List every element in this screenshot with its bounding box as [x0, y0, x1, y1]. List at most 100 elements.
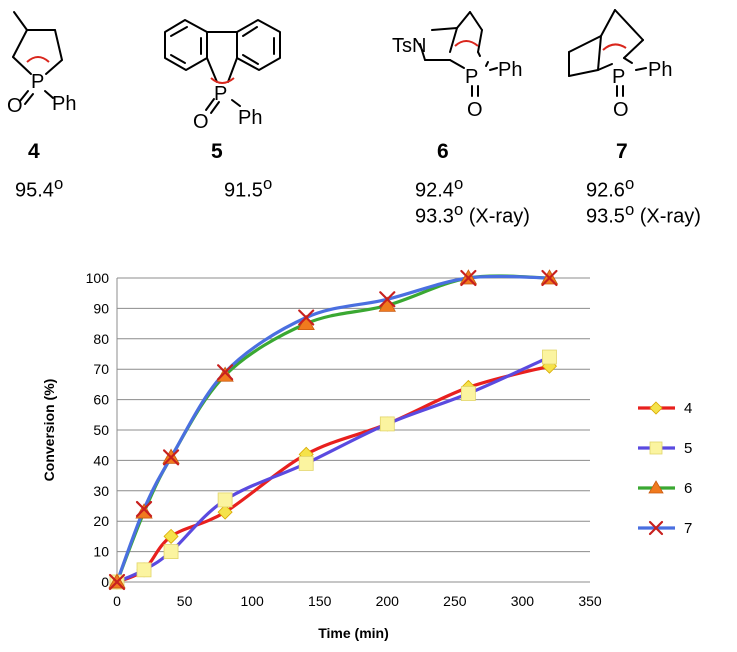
atom-ph-7: Ph — [648, 59, 672, 81]
compound-angle-4: 95.4o — [15, 172, 63, 203]
compound-xray-7: 93.5o (X-ray) — [586, 198, 701, 229]
legend-label: 6 — [684, 480, 692, 497]
angle-value: 91.5 — [224, 179, 263, 202]
angle-value: 92.6 — [586, 179, 625, 202]
y-tick-label: 100 — [86, 270, 110, 286]
angle-arc-5 — [210, 77, 235, 84]
atom-p-5: P — [214, 83, 227, 105]
data-point-5 — [379, 416, 395, 432]
data-point-5 — [136, 562, 152, 578]
legend-label: 4 — [684, 400, 692, 417]
structure-5 — [164, 19, 281, 114]
axes — [116, 278, 590, 583]
angle-value: 95.4 — [15, 179, 54, 202]
data-point-5 — [217, 492, 233, 508]
legend-label: 7 — [684, 520, 692, 537]
y-tick-label: 30 — [93, 483, 109, 499]
legend-item-5: 5 — [638, 440, 692, 457]
legend-item-4: 4 — [638, 400, 692, 417]
atom-ph-6: Ph — [498, 59, 522, 81]
marker-stroke — [217, 364, 234, 381]
x-tick-label: 250 — [443, 593, 467, 609]
marker-stroke — [379, 291, 396, 308]
structure-6 — [419, 11, 498, 97]
x-tick-label: 100 — [240, 593, 264, 609]
x-tick-label: 50 — [177, 593, 193, 609]
y-tick-label: 40 — [93, 452, 109, 468]
atom-tsn-6: TsN — [392, 35, 426, 57]
marker-stroke — [298, 309, 315, 326]
compound-angle-5: 91.5o — [224, 172, 272, 203]
x-tick-label: 300 — [511, 593, 535, 609]
series-lines — [115, 274, 551, 584]
atom-o-4: O — [7, 95, 23, 117]
x-tick-label: 350 — [578, 593, 602, 609]
atom-p-6: P — [465, 66, 478, 88]
atom-labels: P O Ph P O Ph TsN P O Ph P O Ph — [7, 35, 672, 133]
gridlines — [117, 277, 590, 553]
atom-p-4: P — [31, 71, 44, 93]
conversion-chart: 0 10 20 30 40 50 60 70 80 90 100 0 50 100 150 200 250 30… — [41, 269, 692, 641]
marker-stroke — [648, 520, 664, 536]
x-tick-label: 150 — [308, 593, 332, 609]
data-point-5 — [542, 349, 557, 365]
y-tick-label: 70 — [93, 361, 109, 377]
structures-svg: P O Ph P O Ph TsN P O Ph P O Ph — [7, 9, 672, 133]
xray-value: 93.5 — [586, 205, 625, 228]
y-tick-labels: 0 10 20 30 40 50 60 70 80 90 100 — [86, 270, 110, 590]
marker-stroke — [135, 500, 153, 518]
series-line-6 — [115, 274, 550, 583]
data-point-7 — [541, 269, 558, 287]
legend-marker — [649, 441, 663, 455]
marker-stroke — [460, 269, 477, 287]
structures-panel: P O Ph P O Ph TsN P O Ph P O Ph 4 95.4o … — [0, 0, 737, 240]
degree-mark: o — [453, 200, 464, 219]
series-line-5 — [116, 355, 551, 584]
legend-marker — [648, 480, 664, 494]
data-point-5 — [460, 386, 476, 401]
compound-label-6: 6 — [437, 140, 449, 163]
x-tick-label: 0 — [113, 593, 121, 609]
y-tick-label: 20 — [93, 513, 109, 529]
degree-mark: o — [262, 174, 273, 193]
marker-stroke — [162, 449, 180, 466]
marker-stroke — [541, 269, 558, 287]
y-tick-label: 80 — [93, 331, 109, 347]
legend: 4 5 6 7 — [638, 400, 692, 537]
y-tick-label: 50 — [93, 422, 109, 438]
structure-7 — [568, 9, 647, 97]
compound-angle-7: 92.6o — [586, 172, 634, 203]
series-line-4 — [116, 364, 550, 584]
xray-value: 93.3 — [415, 205, 454, 228]
series-markers — [108, 269, 559, 591]
data-point-7 — [298, 309, 315, 326]
angle-arcs — [26, 40, 627, 84]
x-axis-title: Time (min) — [318, 625, 389, 641]
atom-p-7: P — [612, 66, 625, 88]
y-tick-label: 60 — [93, 392, 109, 408]
angle-arc-4 — [26, 56, 50, 63]
atom-o-5: O — [193, 111, 209, 133]
data-point-7 — [135, 500, 153, 518]
data-point-7 — [108, 573, 126, 591]
xray-suffix: (X-ray) — [634, 205, 701, 228]
legend-label: 5 — [684, 440, 692, 457]
compound-label-7: 7 — [616, 140, 628, 163]
compound-label-5: 5 — [211, 140, 223, 163]
angle-value: 92.4 — [415, 179, 454, 202]
y-tick-label: 10 — [93, 544, 109, 560]
degree-mark: o — [624, 200, 635, 219]
data-point-4 — [217, 504, 233, 520]
data-point-7 — [460, 269, 477, 287]
data-point-7 — [162, 449, 180, 466]
legend-item-6: 6 — [638, 480, 692, 497]
y-tick-label: 0 — [101, 574, 109, 590]
atom-o-7: O — [613, 99, 629, 121]
data-point-4 — [163, 528, 179, 544]
series-line-7 — [115, 274, 550, 583]
compound-label-4: 4 — [28, 140, 40, 163]
data-point-5 — [163, 544, 179, 560]
degree-mark: o — [624, 174, 635, 193]
data-point-7 — [379, 291, 396, 308]
legend-marker — [648, 520, 664, 536]
